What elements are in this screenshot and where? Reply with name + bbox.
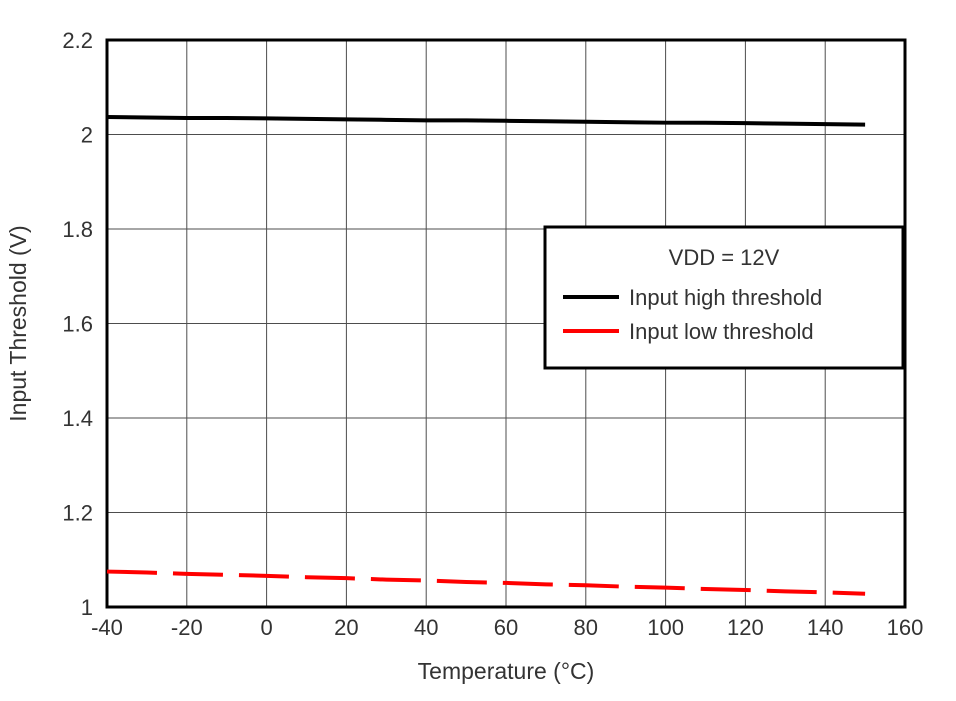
x-tick-label: 40 xyxy=(414,615,438,640)
y-tick-label: 1 xyxy=(81,595,93,620)
x-tick-label: 20 xyxy=(334,615,358,640)
y-tick-label: 1.8 xyxy=(62,217,93,242)
plot-border xyxy=(105,38,907,609)
legend-title: VDD = 12V xyxy=(669,245,780,270)
y-tick-label: 1.2 xyxy=(62,501,93,526)
series-line-input-high-threshold xyxy=(106,115,866,127)
x-tick-label: 0 xyxy=(260,615,272,640)
x-tick-label: 120 xyxy=(727,615,764,640)
y-axis-label: Input Threshold (V) xyxy=(5,225,31,421)
x-axis-label: Temperature (°C) xyxy=(418,658,595,684)
y-tick-label: 2.2 xyxy=(62,28,93,53)
legend-label: Input low threshold xyxy=(629,319,814,344)
y-tick-label: 1.4 xyxy=(62,406,93,431)
x-tick-label: 60 xyxy=(494,615,518,640)
x-tick-label: 140 xyxy=(807,615,844,640)
x-tick-label: -40 xyxy=(91,615,123,640)
legend-label: Input high threshold xyxy=(629,285,822,310)
x-tick-label: 80 xyxy=(574,615,598,640)
x-tick-label: -20 xyxy=(171,615,203,640)
series-line-input-low-threshold xyxy=(106,569,866,596)
x-tick-label: 100 xyxy=(647,615,684,640)
x-tick-label: 160 xyxy=(887,615,924,640)
y-tick-label: 2 xyxy=(81,123,93,148)
y-tick-label: 1.6 xyxy=(62,312,93,337)
